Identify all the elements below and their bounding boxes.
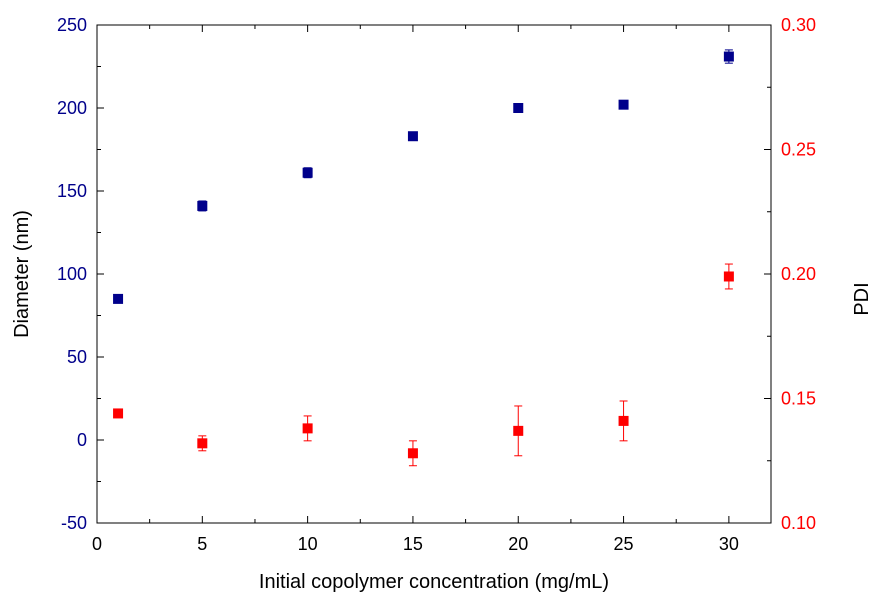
y-right-tick-label: 0.30 — [781, 15, 816, 35]
y-left-tick-label: 50 — [67, 347, 87, 367]
y-left-axis-label: Diameter (nm) — [11, 210, 33, 338]
series-layer — [113, 49, 734, 467]
y-right-axis-ticks: 0.10 0.15 0.20 0.25 0.30 — [764, 15, 816, 533]
diameter-point — [513, 103, 524, 113]
y-right-tick-label: 0.15 — [781, 389, 816, 409]
pdi-point — [407, 448, 418, 459]
pdi-point — [618, 415, 629, 426]
x-tick-label: 10 — [298, 534, 318, 554]
x-tick-label: 15 — [403, 534, 423, 554]
y-left-tick-label: 0 — [77, 430, 87, 450]
y-left-tick-label: 150 — [57, 181, 87, 201]
diameter-point — [618, 99, 629, 110]
diameter-point — [113, 293, 124, 304]
y-right-axis-label: PDI — [851, 282, 873, 315]
x-tick-label: 30 — [719, 534, 739, 554]
diameter-point — [197, 200, 208, 211]
y-left-axis-ticks: -50 0 50 100 150 200 250 — [57, 15, 104, 533]
diameter-point — [723, 51, 734, 62]
y-left-tick-label: 100 — [57, 264, 87, 284]
diameter-point — [407, 131, 418, 142]
y-right-tick-label: 0.10 — [781, 513, 816, 533]
x-axis-ticks: 0 5 10 15 20 25 30 — [92, 25, 739, 554]
x-tick-label: 5 — [197, 534, 207, 554]
x-tick-label: 25 — [614, 534, 634, 554]
x-tick-label: 20 — [508, 534, 528, 554]
pdi-point — [197, 438, 208, 449]
y-left-tick-label: 250 — [57, 15, 87, 35]
y-left-tick-label: 200 — [57, 98, 87, 118]
pdi-point — [302, 423, 313, 434]
y-right-tick-label: 0.25 — [781, 140, 816, 160]
pdi-point — [723, 271, 734, 282]
y-left-tick-label: -50 — [61, 513, 87, 533]
y-right-tick-label: 0.20 — [781, 264, 816, 284]
pdi-point — [513, 425, 524, 436]
x-tick-label: 0 — [92, 534, 102, 554]
pdi-point — [113, 408, 124, 419]
diameter-point — [302, 167, 313, 178]
x-axis-label: Initial copolymer concentration (mg/mL) — [259, 571, 609, 593]
